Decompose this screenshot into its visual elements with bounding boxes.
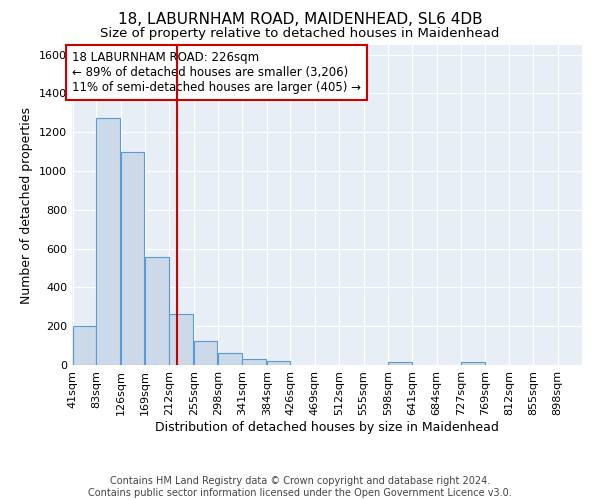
Bar [461,362,485,365]
Bar [242,359,266,365]
Text: 18, LABURNHAM ROAD, MAIDENHEAD, SL6 4DB: 18, LABURNHAM ROAD, MAIDENHEAD, SL6 4DB [118,12,482,28]
Bar [169,314,193,365]
Text: Size of property relative to detached houses in Maidenhead: Size of property relative to detached ho… [100,28,500,40]
Bar [97,118,120,365]
Bar [194,341,217,365]
Bar [388,362,412,365]
Text: 18 LABURNHAM ROAD: 226sqm
← 89% of detached houses are smaller (3,206)
11% of se: 18 LABURNHAM ROAD: 226sqm ← 89% of detac… [72,51,361,94]
Bar [121,152,145,365]
Bar [267,361,290,365]
Bar [145,258,169,365]
Y-axis label: Number of detached properties: Number of detached properties [20,106,34,304]
X-axis label: Distribution of detached houses by size in Maidenhead: Distribution of detached houses by size … [155,420,499,434]
Bar [73,326,97,365]
Text: Contains HM Land Registry data © Crown copyright and database right 2024.
Contai: Contains HM Land Registry data © Crown c… [88,476,512,498]
Bar [218,353,242,365]
